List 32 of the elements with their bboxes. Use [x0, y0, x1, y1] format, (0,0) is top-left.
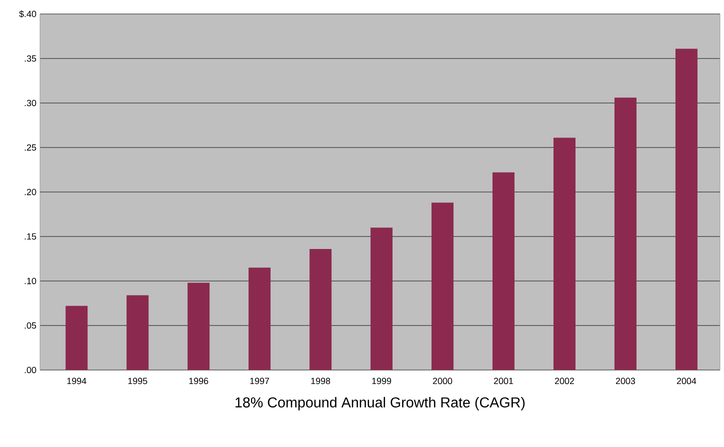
x-axis-title: 18% Compound Annual Growth Rate (CAGR) — [236, 396, 525, 410]
x-tick-label: 1998 — [311, 378, 330, 384]
x-tick-label: 1999 — [372, 378, 392, 384]
bar — [614, 98, 636, 370]
y-tick-label: .00 — [24, 366, 36, 374]
y-tick-label: .35 — [24, 55, 36, 62]
bar — [126, 295, 149, 370]
bar — [310, 248, 332, 370]
bar — [248, 268, 271, 370]
x-tick-label: 1996 — [189, 378, 208, 384]
y-tick-label: .30 — [24, 100, 36, 106]
x-tick-label: 2002 — [554, 378, 574, 384]
bar — [432, 202, 454, 370]
y-tick-label: .05 — [24, 322, 36, 329]
y-tick-label: $.40 — [19, 10, 36, 18]
x-tick-label: 1995 — [128, 378, 148, 384]
y-tick-label: .10 — [24, 278, 36, 284]
y-tick-label: .20 — [24, 188, 36, 196]
x-tick-label: 2000 — [432, 378, 452, 384]
x-tick-label: 2004 — [676, 378, 696, 384]
bar — [188, 282, 210, 370]
y-tick-label: .25 — [24, 144, 36, 151]
y-tick-label: .15 — [24, 233, 36, 240]
bar — [370, 228, 393, 370]
bar — [492, 172, 515, 370]
bar — [675, 48, 698, 370]
x-tick-label: 2003 — [616, 378, 636, 384]
x-tick-label: 1997 — [250, 378, 270, 384]
bar — [553, 138, 576, 370]
bar — [66, 306, 88, 370]
x-tick-label: 1994 — [67, 378, 86, 384]
x-tick-label: 2001 — [494, 378, 514, 384]
